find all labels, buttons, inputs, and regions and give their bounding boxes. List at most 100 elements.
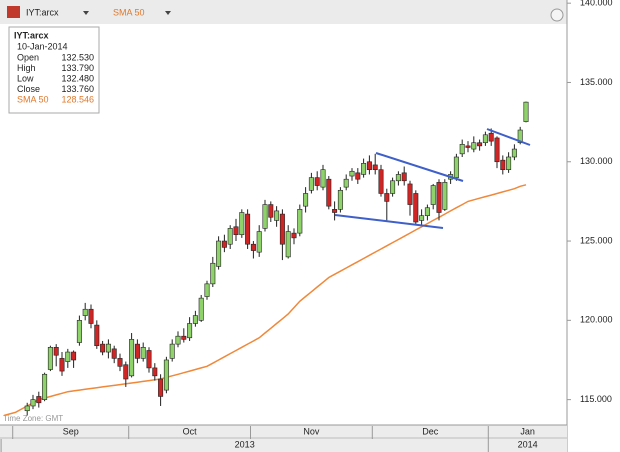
candle-body xyxy=(88,308,94,324)
candle-body xyxy=(279,213,285,245)
candle-body xyxy=(36,396,42,404)
candle-body xyxy=(337,189,343,210)
info-box-frame xyxy=(8,26,100,114)
toolbar-symbol[interactable]: IYT:arcx xyxy=(26,7,59,17)
candle-body xyxy=(256,231,262,253)
candle-body xyxy=(30,399,36,407)
candle-body xyxy=(419,215,425,221)
y-axis-area xyxy=(567,0,620,452)
candle-body xyxy=(204,283,210,297)
candle-body xyxy=(326,178,332,207)
trendline xyxy=(334,214,444,229)
candle-body xyxy=(511,148,517,158)
candle-body xyxy=(47,346,53,370)
trendline xyxy=(486,128,531,146)
candle-body xyxy=(459,144,465,155)
candle-body xyxy=(500,159,506,170)
candle-body xyxy=(100,343,106,353)
candle-body xyxy=(71,351,77,361)
candle-body xyxy=(384,193,390,202)
trendline xyxy=(375,152,464,182)
candle-body xyxy=(401,172,407,182)
candle-body xyxy=(94,324,100,347)
candle-body xyxy=(187,323,193,339)
info-box: IYT:arcx 10-Jan-2014 Open 132.530 High 133.… xyxy=(8,26,100,114)
candle-body xyxy=(163,359,169,391)
year-label: 2013 xyxy=(235,439,255,449)
toolbar xyxy=(0,0,567,24)
candle-body xyxy=(65,351,71,362)
info-rows: Open 132.530 High 133.790 Low 132.480 Close 133… xyxy=(17,52,94,104)
candle-body xyxy=(332,209,338,213)
candle-body xyxy=(471,142,477,150)
candle-body xyxy=(245,213,251,245)
candle-body xyxy=(227,228,233,245)
y-tick-label: 115.000 xyxy=(580,394,612,404)
y-tick-label: 135.000 xyxy=(580,77,613,87)
candle-body xyxy=(424,207,430,216)
candle-body xyxy=(477,142,483,147)
info-value: 128.546 xyxy=(61,94,94,104)
candle-body xyxy=(285,231,291,258)
candle-body xyxy=(488,132,494,142)
dropdown-arrow[interactable] xyxy=(83,11,89,15)
candle-body xyxy=(413,193,419,223)
candle-body xyxy=(297,209,303,234)
candle-body xyxy=(169,343,175,359)
candle-body xyxy=(181,335,187,340)
candle-body xyxy=(506,156,512,170)
candle-body xyxy=(216,240,222,267)
candle-body xyxy=(442,182,448,210)
candle-body xyxy=(453,156,459,178)
y-tick-label: 125.000 xyxy=(580,235,613,245)
candle-body xyxy=(517,129,523,144)
candle-body xyxy=(274,210,280,221)
x-tick-label: Oct xyxy=(183,426,198,436)
candle-body xyxy=(134,343,140,359)
info-symbol: IYT:arcx xyxy=(14,30,49,40)
candle-body xyxy=(42,373,48,400)
candle-body xyxy=(250,243,256,251)
candle-body xyxy=(59,358,65,372)
x-tick-label: Dec xyxy=(422,426,439,436)
candle-body xyxy=(355,172,361,180)
candle-body xyxy=(210,262,216,285)
candle-body xyxy=(308,177,314,191)
x-tick-label: Nov xyxy=(303,426,320,436)
info-label: Low xyxy=(17,73,34,83)
info-label: Open xyxy=(17,52,39,62)
candle-body xyxy=(303,193,309,207)
candle-body xyxy=(465,145,471,148)
candle-body xyxy=(430,185,436,205)
candle-body xyxy=(53,346,59,356)
y-tick-label: 140.000 xyxy=(580,0,613,8)
info-value: 133.790 xyxy=(61,63,94,73)
candle-body xyxy=(494,137,500,163)
settings-button[interactable] xyxy=(550,8,564,22)
info-value: 132.480 xyxy=(61,73,94,83)
info-label: SMA 50 xyxy=(17,94,49,104)
info-label: High xyxy=(17,63,36,73)
candle-body xyxy=(482,134,488,144)
toolbar-indicator[interactable]: SMA 50 xyxy=(113,7,145,17)
timezone-note: Time Zone: GMT xyxy=(3,414,63,423)
candle-body xyxy=(123,364,129,380)
symbol-icon xyxy=(7,6,20,18)
candle-body xyxy=(105,343,111,353)
candle-body xyxy=(523,101,529,122)
info-value: 133.760 xyxy=(61,84,94,94)
y-tick-label: 130.000 xyxy=(580,156,613,166)
candle-body xyxy=(314,177,320,186)
candle-body xyxy=(378,169,384,194)
candle-body xyxy=(390,180,396,194)
candle-body xyxy=(198,297,204,321)
candle-body xyxy=(152,367,158,377)
dropdown-arrow[interactable] xyxy=(165,11,171,15)
candle-body xyxy=(140,346,146,359)
candle-body xyxy=(436,182,442,213)
trendlines xyxy=(334,128,531,229)
candle-body xyxy=(192,315,198,324)
info-date: 10-Jan-2014 xyxy=(17,41,68,51)
candle-body xyxy=(372,164,378,170)
